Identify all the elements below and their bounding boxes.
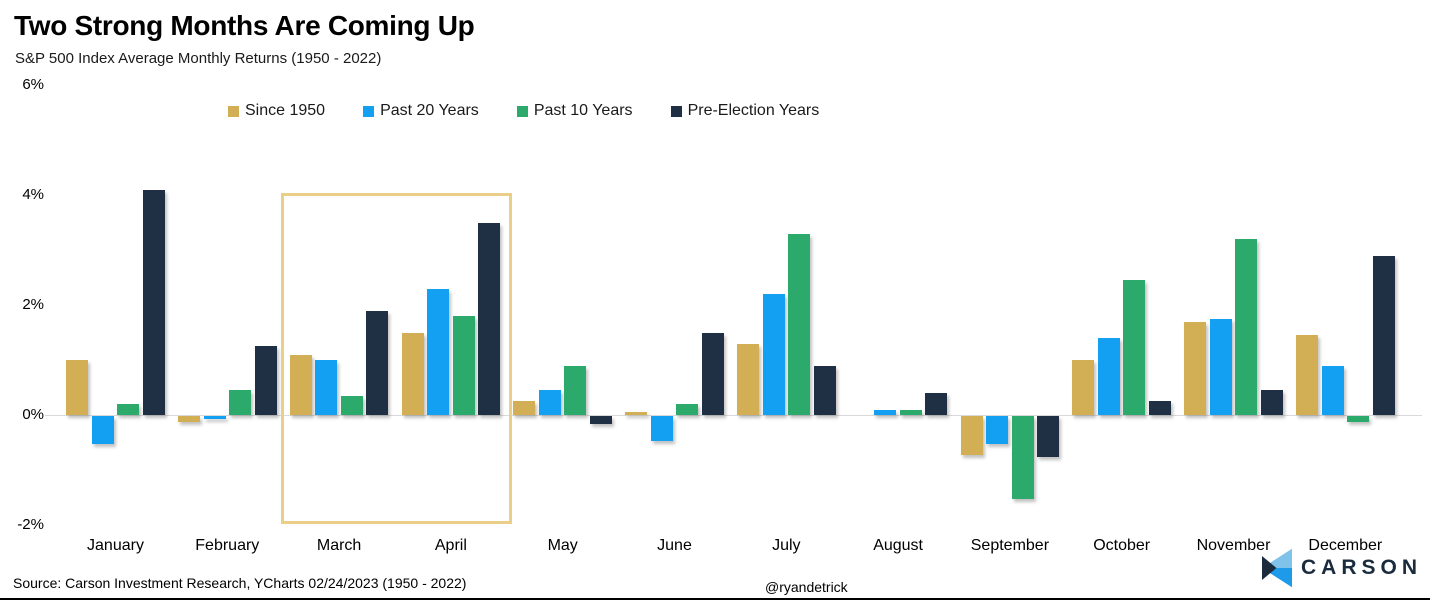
bar-july-pre-election-years (813, 365, 836, 415)
legend: Since 1950 Past 20 Years Past 10 Years Pre-… (228, 102, 819, 120)
legend-swatch-icon (516, 105, 528, 117)
bar-january-past-20-years (91, 416, 114, 444)
x-axis-label-september: September (970, 537, 1050, 554)
chart-title: Two Strong Months Are Coming Up (14, 10, 475, 41)
legend-item: Past 10 Years (516, 102, 633, 120)
legend-label: Past 10 Years (533, 102, 633, 119)
bar-august-pre-election-years (925, 393, 948, 415)
bar-october-pre-election-years (1148, 401, 1171, 415)
bar-june-pre-election-years (701, 332, 724, 415)
legend-item: Past 20 Years (363, 102, 479, 120)
carson-chevron-icon (1262, 548, 1292, 588)
x-axis-label-january: January (87, 537, 144, 554)
bar-september-pre-election-years (1037, 416, 1060, 458)
bar-april-past-20-years (427, 288, 450, 415)
chart-subtitle: S&P 500 Index Average Monthly Returns (1… (15, 50, 382, 67)
bar-november-past-20-years (1209, 318, 1232, 415)
legend-item: Since 1950 (228, 102, 325, 120)
bar-october-past-10-years (1123, 280, 1146, 415)
y-axis-tick-label: 0% (22, 406, 44, 423)
bar-july-past-20-years (762, 294, 785, 415)
x-axis-label-august: August (873, 537, 923, 554)
y-axis-tick-label: 6% (22, 76, 44, 93)
bar-september-since-1950 (960, 416, 983, 455)
bar-january-past-10-years (117, 404, 140, 415)
bar-may-past-20-years (538, 390, 561, 415)
legend-label: Pre-Election Years (687, 102, 820, 119)
legend-label: Since 1950 (245, 102, 326, 119)
bar-december-since-1950 (1296, 335, 1319, 415)
bar-september-past-10-years (1011, 416, 1034, 499)
bar-july-since-1950 (737, 343, 760, 415)
y-axis-tick-label: 2% (22, 296, 44, 313)
bar-january-since-1950 (66, 360, 89, 415)
bar-november-pre-election-years (1260, 390, 1283, 415)
legend-swatch-icon (228, 105, 239, 117)
bar-march-pre-election-years (366, 310, 389, 415)
bar-may-past-10-years (564, 365, 587, 415)
bar-march-past-10-years (340, 395, 363, 415)
bar-june-since-1950 (625, 412, 648, 415)
bar-june-past-20-years (650, 416, 673, 441)
x-axis-label-march: March (316, 537, 362, 554)
bar-october-past-20-years (1097, 338, 1120, 415)
bar-september-past-20-years (986, 416, 1009, 444)
bar-march-since-1950 (289, 354, 312, 415)
bar-may-since-1950 (513, 401, 536, 415)
bar-february-since-1950 (178, 416, 201, 422)
y-axis-tick-label: -2% (17, 516, 44, 533)
legend-swatch-icon (363, 105, 375, 117)
bar-february-past-20-years (203, 416, 226, 419)
bar-august-past-10-years (899, 409, 922, 415)
carson-logo: CARSON (1262, 548, 1422, 588)
bar-december-past-10-years (1347, 416, 1370, 422)
legend-swatch-icon (670, 105, 682, 117)
bar-april-since-1950 (401, 332, 424, 415)
bar-august-past-20-years (874, 409, 897, 415)
bar-may-pre-election-years (589, 416, 612, 425)
bar-december-pre-election-years (1372, 255, 1395, 415)
bar-july-past-10-years (788, 233, 811, 415)
x-axis-label-july: July (772, 537, 801, 554)
legend-label: Past 20 Years (380, 102, 479, 119)
bar-november-past-10-years (1235, 239, 1258, 415)
x-axis-label-december: December (1308, 537, 1383, 554)
twitter-handle: @ryandetrick (765, 579, 848, 595)
bottom-divider (0, 598, 1430, 600)
x-axis-label-october: October (1093, 537, 1151, 554)
legend-item: Pre-Election Years (670, 102, 820, 120)
bar-january-pre-election-years (142, 189, 165, 415)
bar-april-past-10-years (452, 316, 475, 415)
bar-february-past-10-years (229, 390, 252, 415)
x-axis-label-november: November (1196, 537, 1271, 554)
carson-logo-text: CARSON (1301, 556, 1423, 579)
bar-december-past-20-years (1321, 365, 1344, 415)
zero-baseline (45, 415, 1422, 416)
bar-february-pre-election-years (254, 346, 277, 415)
x-axis-label-june: June (657, 537, 692, 554)
bar-june-past-10-years (676, 404, 699, 415)
bar-november-since-1950 (1184, 321, 1207, 415)
bar-march-past-20-years (315, 360, 338, 415)
x-axis-label-february: February (195, 537, 260, 554)
bar-april-pre-election-years (478, 222, 501, 415)
source-note: Source: Carson Investment Research, YCha… (13, 575, 467, 591)
x-axis-label-may: May (547, 537, 578, 554)
bar-october-since-1950 (1072, 360, 1095, 415)
x-axis-label-april: April (434, 537, 467, 554)
y-axis-tick-label: 4% (22, 186, 44, 203)
